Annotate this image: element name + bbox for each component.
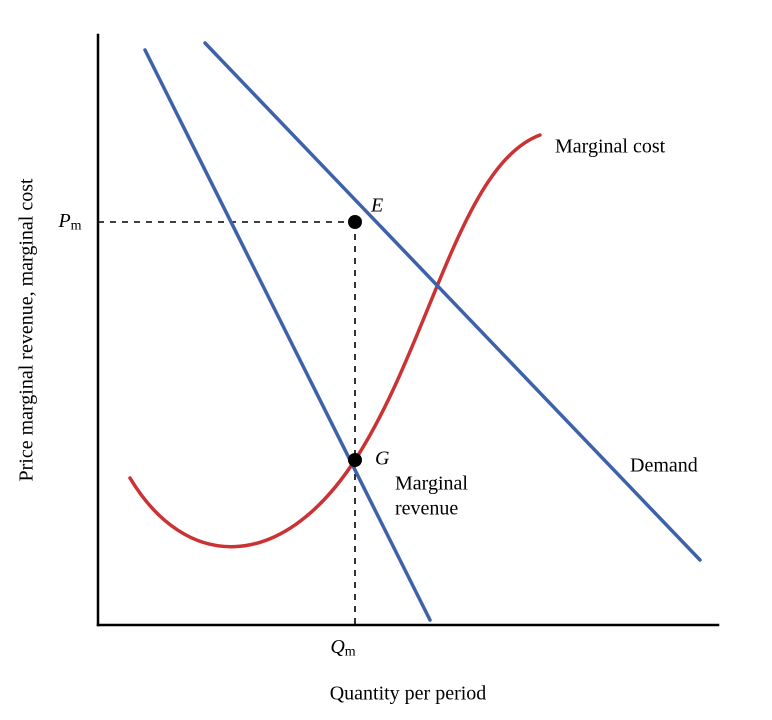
pm-main: P xyxy=(57,210,70,232)
label-marginal-revenue-1: Marginal xyxy=(395,473,468,495)
plot-background xyxy=(0,0,772,720)
pm-sub: m xyxy=(71,219,82,234)
qm-main: Q xyxy=(330,636,345,658)
point-e xyxy=(348,215,362,229)
chart-root: E G Marginal cost Demand Marginal revenu… xyxy=(0,0,772,720)
qm-sub: m xyxy=(345,645,356,660)
label-marginal-revenue-2: revenue xyxy=(395,498,458,520)
label-g: G xyxy=(375,448,390,470)
label-e: E xyxy=(370,195,383,217)
point-g xyxy=(348,453,362,467)
x-axis-title: Quantity per period xyxy=(330,683,487,705)
economics-monopoly-chart: E G Marginal cost Demand Marginal revenu… xyxy=(0,0,772,720)
y-axis-title: Price marginal revenue, marginal cost xyxy=(16,178,38,481)
label-demand: Demand xyxy=(630,455,698,477)
label-marginal-cost: Marginal cost xyxy=(555,136,666,158)
